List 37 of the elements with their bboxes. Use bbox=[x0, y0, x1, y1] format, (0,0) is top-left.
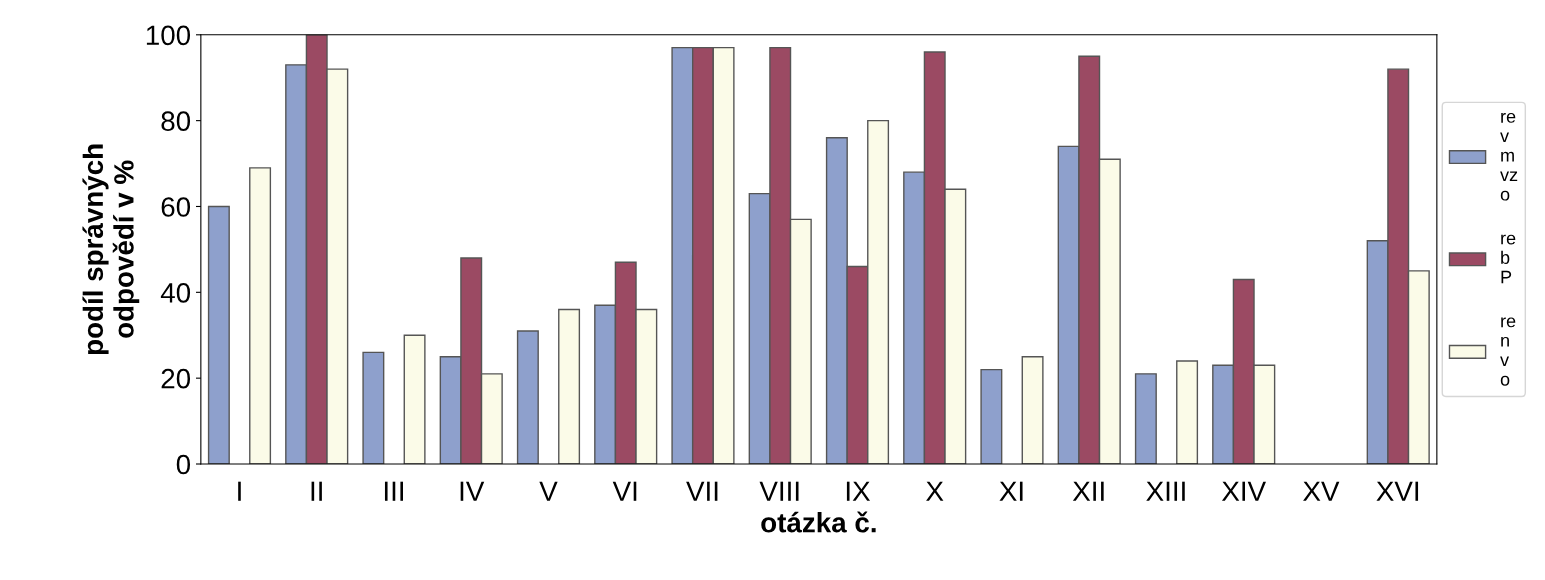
x-axis-title: otázka č. bbox=[761, 511, 876, 533]
x-tick-label: IX bbox=[846, 481, 871, 501]
bar bbox=[1176, 360, 1199, 464]
legend-label: re n v o bbox=[1500, 317, 1516, 386]
bar bbox=[1021, 356, 1044, 464]
x-tick-label: XI bbox=[999, 481, 1023, 501]
bar bbox=[362, 351, 385, 464]
x-tick-label: II bbox=[311, 481, 322, 501]
y-axis-title: podíl správných odpovědí v % bbox=[82, 144, 140, 355]
bar bbox=[558, 308, 581, 464]
x-tick-label: I bbox=[238, 481, 241, 501]
x-tick-label: VII bbox=[686, 481, 718, 501]
y-tick-label: 60 bbox=[161, 197, 191, 217]
y-tick-label: 0 bbox=[176, 454, 191, 475]
bar bbox=[207, 205, 230, 464]
x-tick-label: XIII bbox=[1146, 481, 1185, 501]
x-tick-label: X bbox=[926, 481, 944, 501]
x-tick-label: XII bbox=[1072, 481, 1104, 501]
x-tick-label: V bbox=[539, 481, 558, 501]
x-tick-label: VI bbox=[612, 481, 637, 501]
x-tick-label: XIV bbox=[1221, 481, 1266, 501]
legend-label: re b P bbox=[1501, 234, 1516, 284]
y-tick-label: 80 bbox=[161, 111, 191, 131]
y-tick-label: 100 bbox=[146, 25, 191, 46]
bar bbox=[980, 368, 1003, 464]
bar bbox=[249, 167, 272, 464]
x-tick-label: XVI bbox=[1376, 481, 1419, 501]
bar bbox=[516, 330, 539, 464]
legend-label: re v m vz o bbox=[1500, 112, 1518, 201]
y-tick-label: 40 bbox=[160, 282, 191, 303]
x-tick-label: III bbox=[384, 481, 403, 501]
x-tick-label: XV bbox=[1303, 481, 1340, 501]
x-tick-label: VIII bbox=[759, 481, 799, 501]
y-tick-label: 20 bbox=[161, 368, 191, 389]
x-tick-label: IV bbox=[460, 481, 485, 501]
bar bbox=[403, 334, 426, 464]
bar bbox=[1134, 373, 1157, 464]
